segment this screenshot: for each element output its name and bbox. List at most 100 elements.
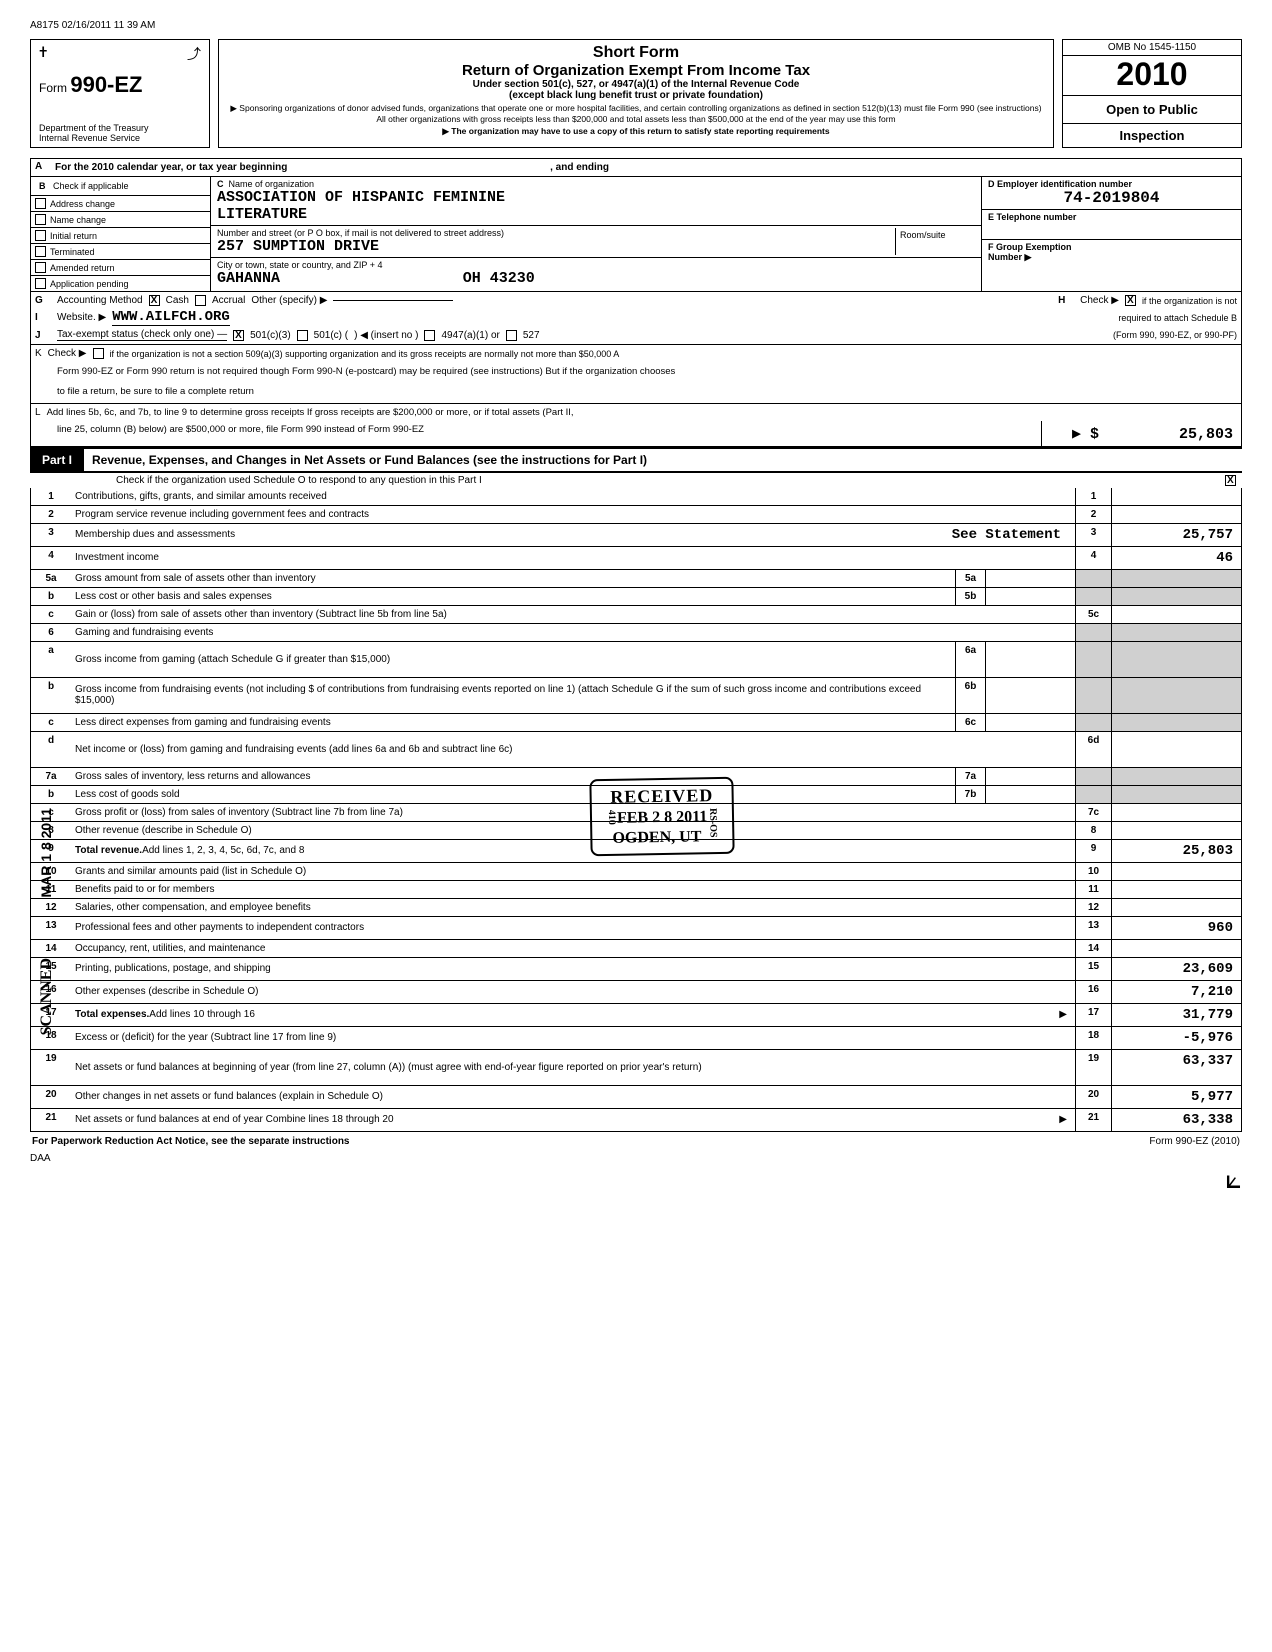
checkbox-name-change[interactable]	[35, 214, 46, 225]
title-copy: ▶ The organization may have to use a cop…	[225, 126, 1047, 137]
line-desc-9: Total revenue. Add lines 1, 2, 3, 4, 5c,…	[71, 840, 1075, 862]
inner-val-5a[interactable]	[986, 570, 1075, 587]
line-21: 21Net assets or fund balances at end of …	[31, 1109, 1241, 1131]
title-sponsor: ▶ Sponsoring organizations of donor advi…	[225, 103, 1047, 124]
line-num-13: 13	[31, 917, 71, 939]
inner-col-6c: 6c	[955, 714, 1075, 731]
line-desc-b: Gross income from fundraising events (no…	[71, 678, 955, 713]
right-amt-9: 25,803	[1111, 840, 1241, 862]
line-desc-7a: Gross sales of inventory, less returns a…	[71, 768, 955, 785]
right-amt-a	[1111, 642, 1241, 677]
right-amt-4: 46	[1111, 547, 1241, 569]
checkbox-initial-return[interactable]	[35, 230, 46, 241]
checkbox-501c[interactable]	[297, 330, 308, 341]
line-num-4: 4	[31, 547, 71, 569]
see-statement: See Statement	[952, 527, 1061, 543]
line-desc-18: Excess or (deficit) for the year (Subtra…	[71, 1027, 1075, 1049]
accrual-label: Accrual	[212, 295, 245, 306]
line-19: 19Net assets or fund balances at beginni…	[31, 1050, 1241, 1086]
checkbox-k[interactable]	[93, 348, 104, 359]
right-num-3: 3	[1075, 524, 1111, 546]
other-specify-line[interactable]	[333, 300, 453, 301]
inner-num-5b: 5b	[956, 588, 986, 605]
line-desc-21: Net assets or fund balances at end of ye…	[71, 1109, 1075, 1131]
checkbox-accrual[interactable]	[195, 295, 206, 306]
line-16: 16Other expenses (describe in Schedule O…	[31, 981, 1241, 1004]
checkbox-501c3[interactable]	[233, 330, 244, 341]
right-num-7a	[1075, 768, 1111, 785]
arrow-up-icon: 🕇	[39, 44, 47, 64]
inner-val-7a[interactable]	[986, 768, 1075, 785]
col-right: D Employer identification number 74-2019…	[981, 177, 1241, 291]
k-text2: Form 990-EZ or Form 990 return is not re…	[31, 362, 1241, 382]
right-amt-11	[1111, 881, 1241, 898]
line-a: aGross income from gaming (attach Schedu…	[31, 642, 1241, 678]
inner-val-6a[interactable]	[986, 642, 1075, 677]
h-text2: required to attach Schedule B	[1118, 313, 1237, 323]
checkbox-cash[interactable]	[149, 295, 160, 306]
inner-num-6b: 6b	[956, 678, 986, 713]
line-3: 3Membership dues and assessmentsSee Stat…	[31, 524, 1241, 547]
checkbox-address-change[interactable]	[35, 198, 46, 209]
footer-right: Form 990-EZ (2010)	[1149, 1136, 1240, 1147]
section-a-block: A For the 2010 calendar year, or tax yea…	[30, 158, 1242, 447]
omb-number: OMB No 1545-1150	[1062, 39, 1242, 56]
stamp-rsos: RS-OS	[707, 808, 719, 838]
checkbox-terminated[interactable]	[35, 246, 46, 257]
stamp-410: 410	[606, 809, 617, 824]
inner-val-5b[interactable]	[986, 588, 1075, 605]
line-desc-a: Gross income from gaming (attach Schedul…	[71, 642, 955, 677]
line-num-6: 6	[31, 624, 71, 641]
letter-j: J	[35, 330, 51, 341]
right-amt-21: 63,338	[1111, 1109, 1241, 1131]
col-checks: B Check if applicable Address change Nam…	[31, 177, 211, 291]
527-label: 527	[523, 330, 540, 341]
right-amt-10	[1111, 863, 1241, 880]
right-amt-15: 23,609	[1111, 958, 1241, 980]
right-num-20: 20	[1075, 1086, 1111, 1108]
right-num-1: 1	[1075, 488, 1111, 505]
inner-val-7b[interactable]	[986, 786, 1075, 803]
right-box: OMB No 1545-1150 2010 Open to Public Ins…	[1062, 39, 1242, 148]
line-desc-b: Less cost or other basis and sales expen…	[71, 588, 955, 605]
line-desc-c: Gross profit or (loss) from sales of inv…	[71, 804, 1075, 821]
line-desc-20: Other changes in net assets or fund bala…	[71, 1086, 1075, 1108]
line-num-14: 14	[31, 940, 71, 957]
line-desc-13: Professional fees and other payments to …	[71, 917, 1075, 939]
right-num-a	[1075, 642, 1111, 677]
title-box: Short Form Return of Organization Exempt…	[218, 39, 1054, 148]
line-num-a: a	[31, 642, 71, 677]
checkbox-527[interactable]	[506, 330, 517, 341]
right-amt-13: 960	[1111, 917, 1241, 939]
k-text1: if the organization is not a section 509…	[110, 349, 620, 359]
org-name-2: LITERATURE	[217, 206, 975, 223]
line-desc-c: Gain or (loss) from sale of assets other…	[71, 606, 1075, 623]
line-d: dNet income or (loss) from gaming and fu…	[31, 732, 1241, 768]
right-num-c	[1075, 714, 1111, 731]
right-amt-b	[1111, 786, 1241, 803]
part1-check-text: Check if the organization used Schedule …	[116, 475, 482, 486]
vert-scanned: SCANNED	[38, 958, 56, 1035]
checkbox-h[interactable]	[1125, 295, 1136, 306]
checkbox-amended[interactable]	[35, 262, 46, 273]
right-amt-14	[1111, 940, 1241, 957]
arrow-down-icon: ⤴	[187, 44, 201, 64]
right-num-11: 11	[1075, 881, 1111, 898]
right-amt-3: 25,757	[1111, 524, 1241, 546]
checkbox-4947[interactable]	[424, 330, 435, 341]
received-stamp: RECEIVED 410 FEB 2 8 2011 RS-OS OGDEN, U…	[589, 776, 735, 856]
inner-val-6b[interactable]	[986, 678, 1075, 713]
line-desc-3: Membership dues and assessmentsSee State…	[71, 524, 1075, 546]
checkbox-pending[interactable]	[35, 278, 46, 289]
line-13: 13Professional fees and other payments t…	[31, 917, 1241, 940]
right-amt-2	[1111, 506, 1241, 523]
org-city: GAHANNA	[217, 270, 280, 287]
block-b: B Check if applicable Address change Nam…	[31, 177, 1241, 291]
checkbox-schedule-o[interactable]	[1225, 475, 1236, 486]
right-num-8: 8	[1075, 822, 1111, 839]
inner-val-6c[interactable]	[986, 714, 1075, 731]
line-15: 15Printing, publications, postage, and s…	[31, 958, 1241, 981]
daa: DAA	[30, 1153, 1242, 1164]
check-5: Application pending	[50, 279, 129, 289]
ein-value: 74-2019804	[988, 189, 1235, 207]
